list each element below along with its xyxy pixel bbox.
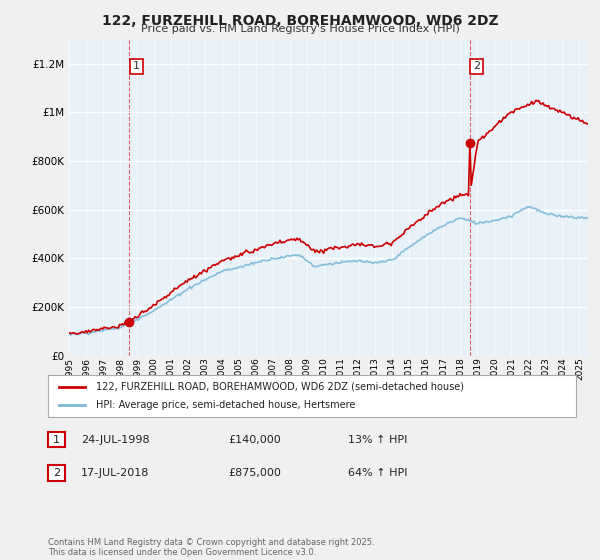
Text: HPI: Average price, semi-detached house, Hertsmere: HPI: Average price, semi-detached house,…: [95, 400, 355, 410]
Text: 2: 2: [53, 468, 60, 478]
Text: £875,000: £875,000: [228, 468, 281, 478]
Text: 2: 2: [473, 62, 480, 71]
Text: 24-JUL-1998: 24-JUL-1998: [81, 435, 149, 445]
Text: 122, FURZEHILL ROAD, BOREHAMWOOD, WD6 2DZ (semi-detached house): 122, FURZEHILL ROAD, BOREHAMWOOD, WD6 2D…: [95, 382, 464, 392]
Text: 17-JUL-2018: 17-JUL-2018: [81, 468, 149, 478]
Text: Contains HM Land Registry data © Crown copyright and database right 2025.
This d: Contains HM Land Registry data © Crown c…: [48, 538, 374, 557]
Text: 1: 1: [133, 62, 140, 71]
Text: £140,000: £140,000: [228, 435, 281, 445]
Text: 1: 1: [53, 435, 60, 445]
Text: 64% ↑ HPI: 64% ↑ HPI: [348, 468, 407, 478]
Text: 122, FURZEHILL ROAD, BOREHAMWOOD, WD6 2DZ: 122, FURZEHILL ROAD, BOREHAMWOOD, WD6 2D…: [101, 14, 499, 28]
Text: 13% ↑ HPI: 13% ↑ HPI: [348, 435, 407, 445]
Text: Price paid vs. HM Land Registry's House Price Index (HPI): Price paid vs. HM Land Registry's House …: [140, 24, 460, 34]
